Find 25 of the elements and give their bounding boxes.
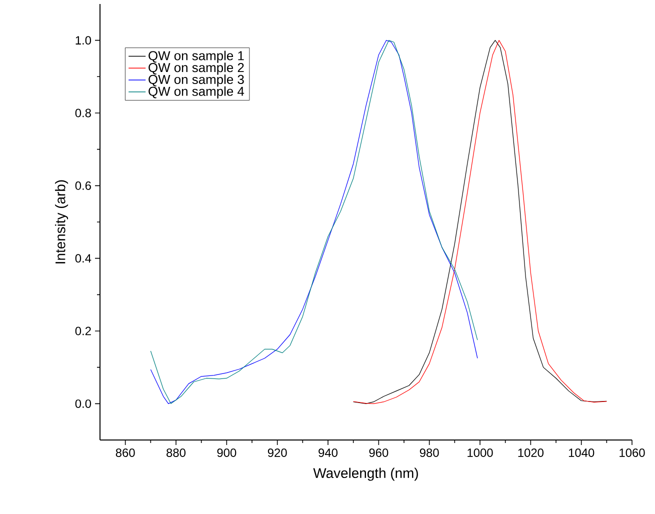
x-tick-label: 1040 bbox=[568, 448, 594, 457]
y-axis-title: Intensity (arb) bbox=[55, 180, 68, 264]
x-tick-label: 920 bbox=[268, 448, 287, 457]
x-tick-label: 1020 bbox=[518, 448, 544, 457]
y-tick-label: 0.8 bbox=[75, 108, 91, 118]
y-tick-label: 0.4 bbox=[75, 254, 92, 263]
x-tick-label: 960 bbox=[369, 448, 388, 457]
x-axis-title: Wavelength (nm) bbox=[313, 468, 418, 481]
x-tick-label: 880 bbox=[166, 448, 186, 457]
y-tick-label: 0.0 bbox=[75, 399, 92, 408]
legend-label: QW on sample 3 bbox=[148, 74, 244, 87]
x-tick-label: 1060 bbox=[620, 448, 645, 457]
legend-label: QW on sample 4 bbox=[148, 86, 244, 98]
line-series bbox=[150, 40, 478, 404]
x-tick-label: 980 bbox=[420, 448, 439, 457]
y-tick-label: 1.0 bbox=[76, 36, 92, 45]
x-tick-label: 940 bbox=[318, 448, 338, 457]
y-tick-label: 0.6 bbox=[75, 181, 91, 190]
x-tick-label: 900 bbox=[217, 448, 236, 457]
x-tick-label: 1000 bbox=[468, 448, 493, 457]
legend-label: QW on sample 1 bbox=[148, 50, 244, 63]
x-tick-label: 860 bbox=[116, 448, 135, 457]
line-series bbox=[353, 40, 607, 404]
legend-label: QW on sample 2 bbox=[148, 62, 244, 75]
y-tick-label: 0.2 bbox=[75, 326, 91, 336]
